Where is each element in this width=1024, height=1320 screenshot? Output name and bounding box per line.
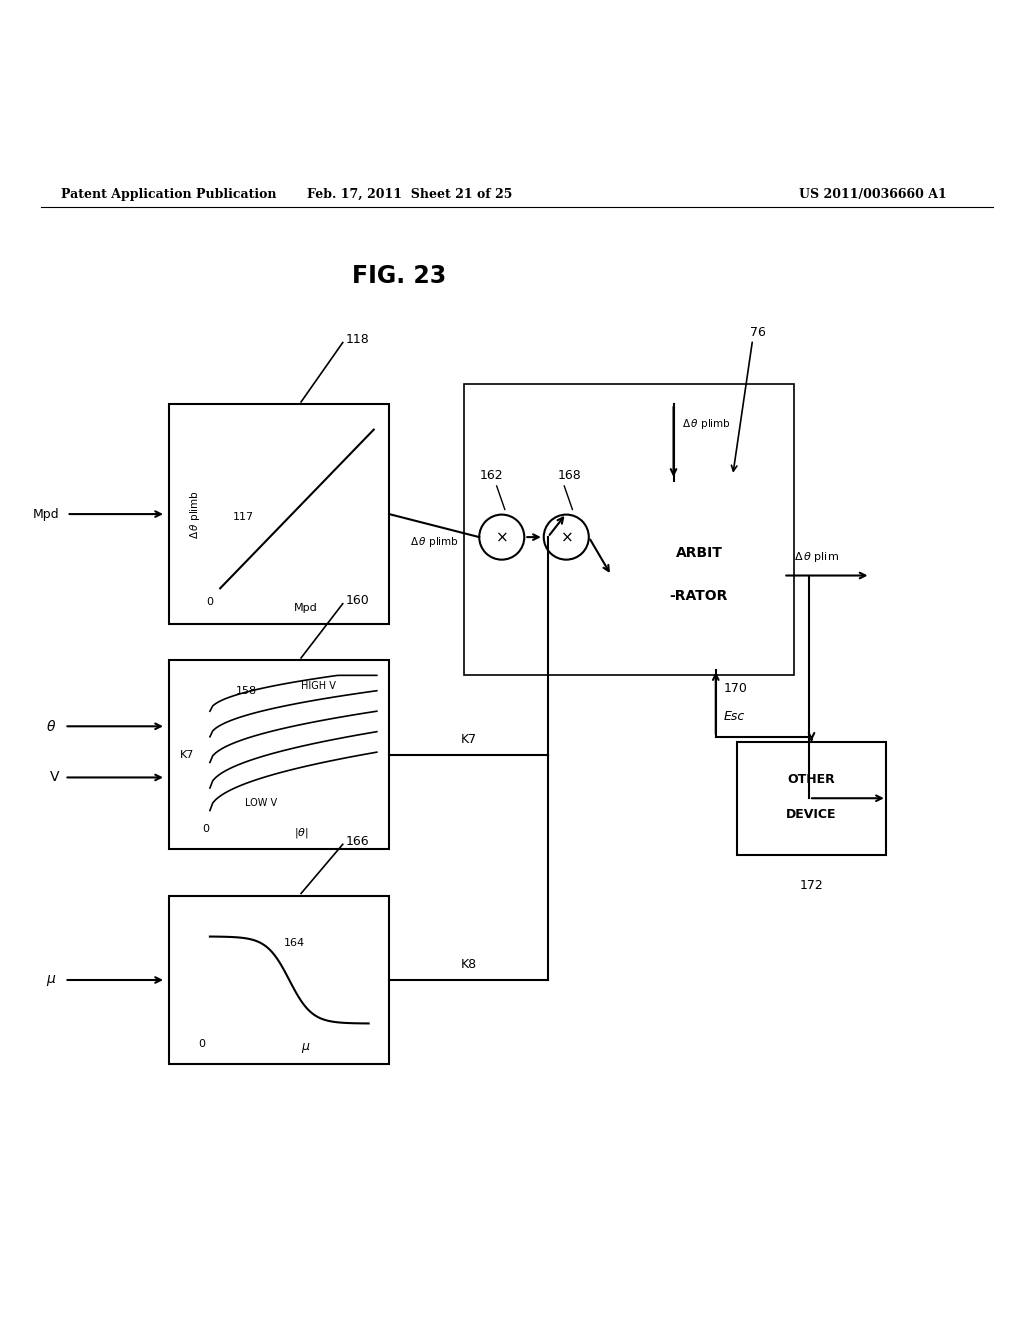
Text: DEVICE: DEVICE [786,808,837,821]
Bar [737,742,886,854]
Bar [614,480,783,671]
Text: Feb. 17, 2011  Sheet 21 of 25: Feb. 17, 2011 Sheet 21 of 25 [307,187,512,201]
Text: $\times$: $\times$ [496,529,508,545]
Text: -RATOR: -RATOR [670,589,728,603]
Bar [464,384,794,676]
Text: 166: 166 [346,834,370,847]
Bar [169,404,389,624]
Text: Patent Application Publication: Patent Application Publication [61,187,276,201]
Text: 118: 118 [346,333,370,346]
Text: 168: 168 [557,469,582,482]
Text: K7: K7 [461,733,476,746]
Text: 0: 0 [207,597,213,607]
Text: 117: 117 [232,512,254,521]
Bar [169,895,389,1064]
Text: 172: 172 [800,879,823,892]
Text: $\mu$: $\mu$ [301,1041,310,1055]
Text: K7: K7 [180,750,195,760]
Text: 76: 76 [750,326,766,339]
Text: 170: 170 [724,682,748,696]
Text: 164: 164 [284,937,304,948]
Text: $\Delta\,\theta$ plimb: $\Delta\,\theta$ plimb [187,490,202,539]
Text: $|\theta|$: $|\theta|$ [294,826,308,840]
Circle shape [479,515,524,560]
Text: OTHER: OTHER [787,774,836,787]
Text: Mpd: Mpd [33,508,59,520]
Text: $\Delta\,\theta$ plim: $\Delta\,\theta$ plim [794,550,839,564]
Text: 160: 160 [346,594,370,607]
Text: Mpd: Mpd [294,603,317,612]
Bar [169,660,389,850]
Text: $\Delta\,\theta$ plimb: $\Delta\,\theta$ plimb [682,417,731,432]
Text: V: V [50,771,59,784]
Text: $\Delta\,\theta$ plimb: $\Delta\,\theta$ plimb [410,535,459,549]
Text: 162: 162 [479,469,504,482]
Text: 158: 158 [236,685,257,696]
Text: US 2011/0036660 A1: US 2011/0036660 A1 [799,187,946,201]
Text: 0: 0 [199,1039,205,1049]
Text: 0: 0 [203,824,209,834]
Text: ARBIT: ARBIT [676,546,722,560]
Text: Esc: Esc [724,710,745,723]
Text: $\times$: $\times$ [560,529,572,545]
Text: K8: K8 [461,958,476,972]
Text: FIG. 23: FIG. 23 [352,264,446,288]
Text: HIGH V: HIGH V [301,681,336,690]
Text: $\mu$: $\mu$ [46,973,56,987]
Circle shape [544,515,589,560]
Text: LOW V: LOW V [246,799,278,808]
Text: $\theta$: $\theta$ [46,719,56,734]
